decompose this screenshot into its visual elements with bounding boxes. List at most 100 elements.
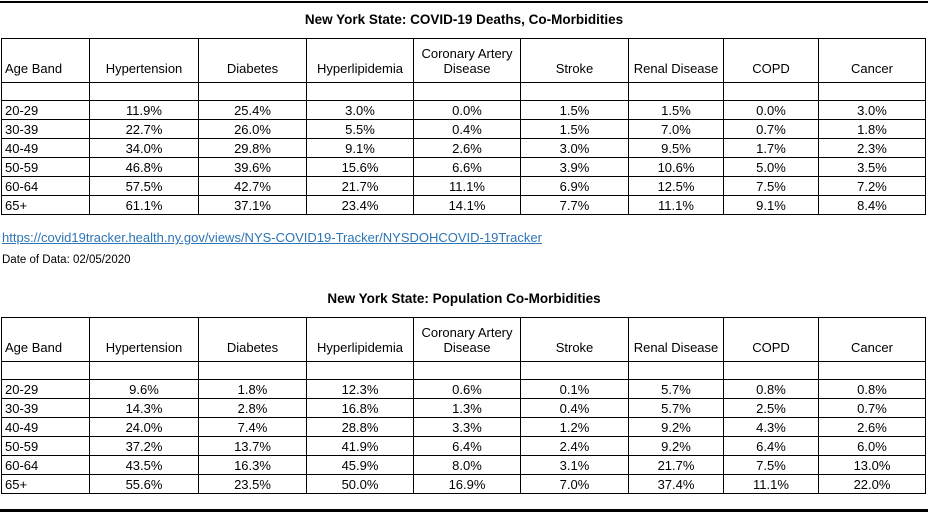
value-cell: 28.8% xyxy=(306,417,414,437)
value-cell: 23.4% xyxy=(306,195,414,215)
spacer-cell xyxy=(89,82,199,101)
age-band-cell: 50-59 xyxy=(1,157,90,177)
value-cell: 0.7% xyxy=(818,398,926,418)
value-cell: 1.3% xyxy=(413,398,521,418)
value-cell: 3.9% xyxy=(520,157,629,177)
population-table: Age Band Hypertension Diabetes Hyperlipidem… xyxy=(1,317,926,494)
value-cell: 6.6% xyxy=(413,157,521,177)
value-cell: 16.9% xyxy=(413,474,521,494)
source-block: https://covid19tracker.health.ny.gov/vie… xyxy=(2,229,928,267)
spacer-cell xyxy=(306,361,414,380)
value-cell: 11.1% xyxy=(413,176,521,196)
value-cell: 41.9% xyxy=(306,436,414,456)
date-of-data: Date of Data: 02/05/2020 xyxy=(2,254,131,266)
value-cell: 0.4% xyxy=(520,398,629,418)
value-cell: 8.0% xyxy=(413,455,521,475)
value-cell: 12.3% xyxy=(306,379,414,399)
value-cell: 11.1% xyxy=(723,474,819,494)
column-header: Hypertension xyxy=(89,317,199,362)
table-row: 30-39 22.7% 26.0% 5.5% 0.4% 1.5% 7.0% 0.7% 1.8% xyxy=(1,119,926,139)
column-header: Diabetes xyxy=(198,38,307,83)
source-link[interactable]: https://covid19tracker.health.ny.gov/vie… xyxy=(2,230,542,245)
value-cell: 0.7% xyxy=(723,119,819,139)
value-cell: 10.6% xyxy=(628,157,724,177)
value-cell: 55.6% xyxy=(89,474,199,494)
value-cell: 3.1% xyxy=(520,455,629,475)
value-cell: 2.3% xyxy=(818,138,926,158)
value-cell: 0.0% xyxy=(413,100,521,120)
value-cell: 6.4% xyxy=(413,436,521,456)
table-header-row: Age Band Hypertension Diabetes Hyperlipidem… xyxy=(1,38,926,83)
table-row: 20-29 11.9% 25.4% 3.0% 0.0% 1.5% 1.5% 0.0% 3.0% xyxy=(1,100,926,120)
value-cell: 43.5% xyxy=(89,455,199,475)
spacer-row xyxy=(1,82,926,101)
value-cell: 23.5% xyxy=(198,474,307,494)
age-band-cell: 40-49 xyxy=(1,417,90,437)
value-cell: 3.0% xyxy=(818,100,926,120)
value-cell: 9.2% xyxy=(628,436,724,456)
table-row: 50-59 37.2% 13.7% 41.9% 6.4% 2.4% 9.2% 6.4% 6.0% xyxy=(1,436,926,456)
value-cell: 26.0% xyxy=(198,119,307,139)
column-header: Hyperlipidemia xyxy=(306,317,414,362)
column-header: Coronary Artery Disease xyxy=(413,317,521,362)
value-cell: 2.4% xyxy=(520,436,629,456)
value-cell: 2.8% xyxy=(198,398,307,418)
table-row: 30-39 14.3% 2.8% 16.8% 1.3% 0.4% 5.7% 2.5% 0.7% xyxy=(1,398,926,418)
spacer-cell xyxy=(520,82,629,101)
value-cell: 0.8% xyxy=(723,379,819,399)
table-row: 20-29 9.6% 1.8% 12.3% 0.6% 0.1% 5.7% 0.8% 0.8% xyxy=(1,379,926,399)
value-cell: 1.5% xyxy=(520,100,629,120)
value-cell: 13.0% xyxy=(818,455,926,475)
spacer-cell xyxy=(89,361,199,380)
column-header: Stroke xyxy=(520,38,629,83)
deaths-table: Age Band Hypertension Diabetes Hyperlipidem… xyxy=(1,38,926,215)
value-cell: 5.7% xyxy=(628,379,724,399)
value-cell: 11.9% xyxy=(89,100,199,120)
value-cell: 1.2% xyxy=(520,417,629,437)
spacer-cell xyxy=(198,361,307,380)
value-cell: 7.5% xyxy=(723,455,819,475)
column-header: Cancer xyxy=(818,317,926,362)
spacer-cell xyxy=(413,361,521,380)
value-cell: 7.0% xyxy=(628,119,724,139)
value-cell: 5.0% xyxy=(723,157,819,177)
age-band-cell: 50-59 xyxy=(1,436,90,456)
table-row: 65+ 61.1% 37.1% 23.4% 14.1% 7.7% 11.1% 9.1% 8.4% xyxy=(1,195,926,215)
column-header: Renal Disease xyxy=(628,317,724,362)
value-cell: 22.7% xyxy=(89,119,199,139)
column-header: Hypertension xyxy=(89,38,199,83)
column-header: COPD xyxy=(723,317,819,362)
value-cell: 14.1% xyxy=(413,195,521,215)
column-header: Age Band xyxy=(1,317,90,362)
value-cell: 37.2% xyxy=(89,436,199,456)
age-band-cell: 30-39 xyxy=(1,119,90,139)
population-table-title: New York State: Population Co-Morbiditie… xyxy=(327,291,601,306)
table-row: 65+ 55.6% 23.5% 50.0% 16.9% 7.0% 37.4% 11.1% 22.… xyxy=(1,474,926,494)
column-header: Diabetes xyxy=(198,317,307,362)
spacer-cell xyxy=(306,82,414,101)
value-cell: 0.4% xyxy=(413,119,521,139)
value-cell: 1.7% xyxy=(723,138,819,158)
age-band-cell: 30-39 xyxy=(1,398,90,418)
value-cell: 37.4% xyxy=(628,474,724,494)
value-cell: 21.7% xyxy=(628,455,724,475)
column-header: Renal Disease xyxy=(628,38,724,83)
table-row: 40-49 24.0% 7.4% 28.8% 3.3% 1.2% 9.2% 4.3% 2.6% xyxy=(1,417,926,437)
value-cell: 0.0% xyxy=(723,100,819,120)
column-header: Cancer xyxy=(818,38,926,83)
value-cell: 29.8% xyxy=(198,138,307,158)
spacer-cell xyxy=(818,361,926,380)
value-cell: 45.9% xyxy=(306,455,414,475)
table-row: 60-64 57.5% 42.7% 21.7% 11.1% 6.9% 12.5% 7.5% 7.… xyxy=(1,176,926,196)
spacer-cell xyxy=(723,82,819,101)
value-cell: 42.7% xyxy=(198,176,307,196)
value-cell: 34.0% xyxy=(89,138,199,158)
value-cell: 1.5% xyxy=(628,100,724,120)
column-header: Coronary Artery Disease xyxy=(413,38,521,83)
value-cell: 16.3% xyxy=(198,455,307,475)
value-cell: 5.7% xyxy=(628,398,724,418)
value-cell: 9.6% xyxy=(89,379,199,399)
deaths-table-title: New York State: COVID-19 Deaths, Co-Morb… xyxy=(304,12,624,27)
age-band-cell: 60-64 xyxy=(1,176,90,196)
